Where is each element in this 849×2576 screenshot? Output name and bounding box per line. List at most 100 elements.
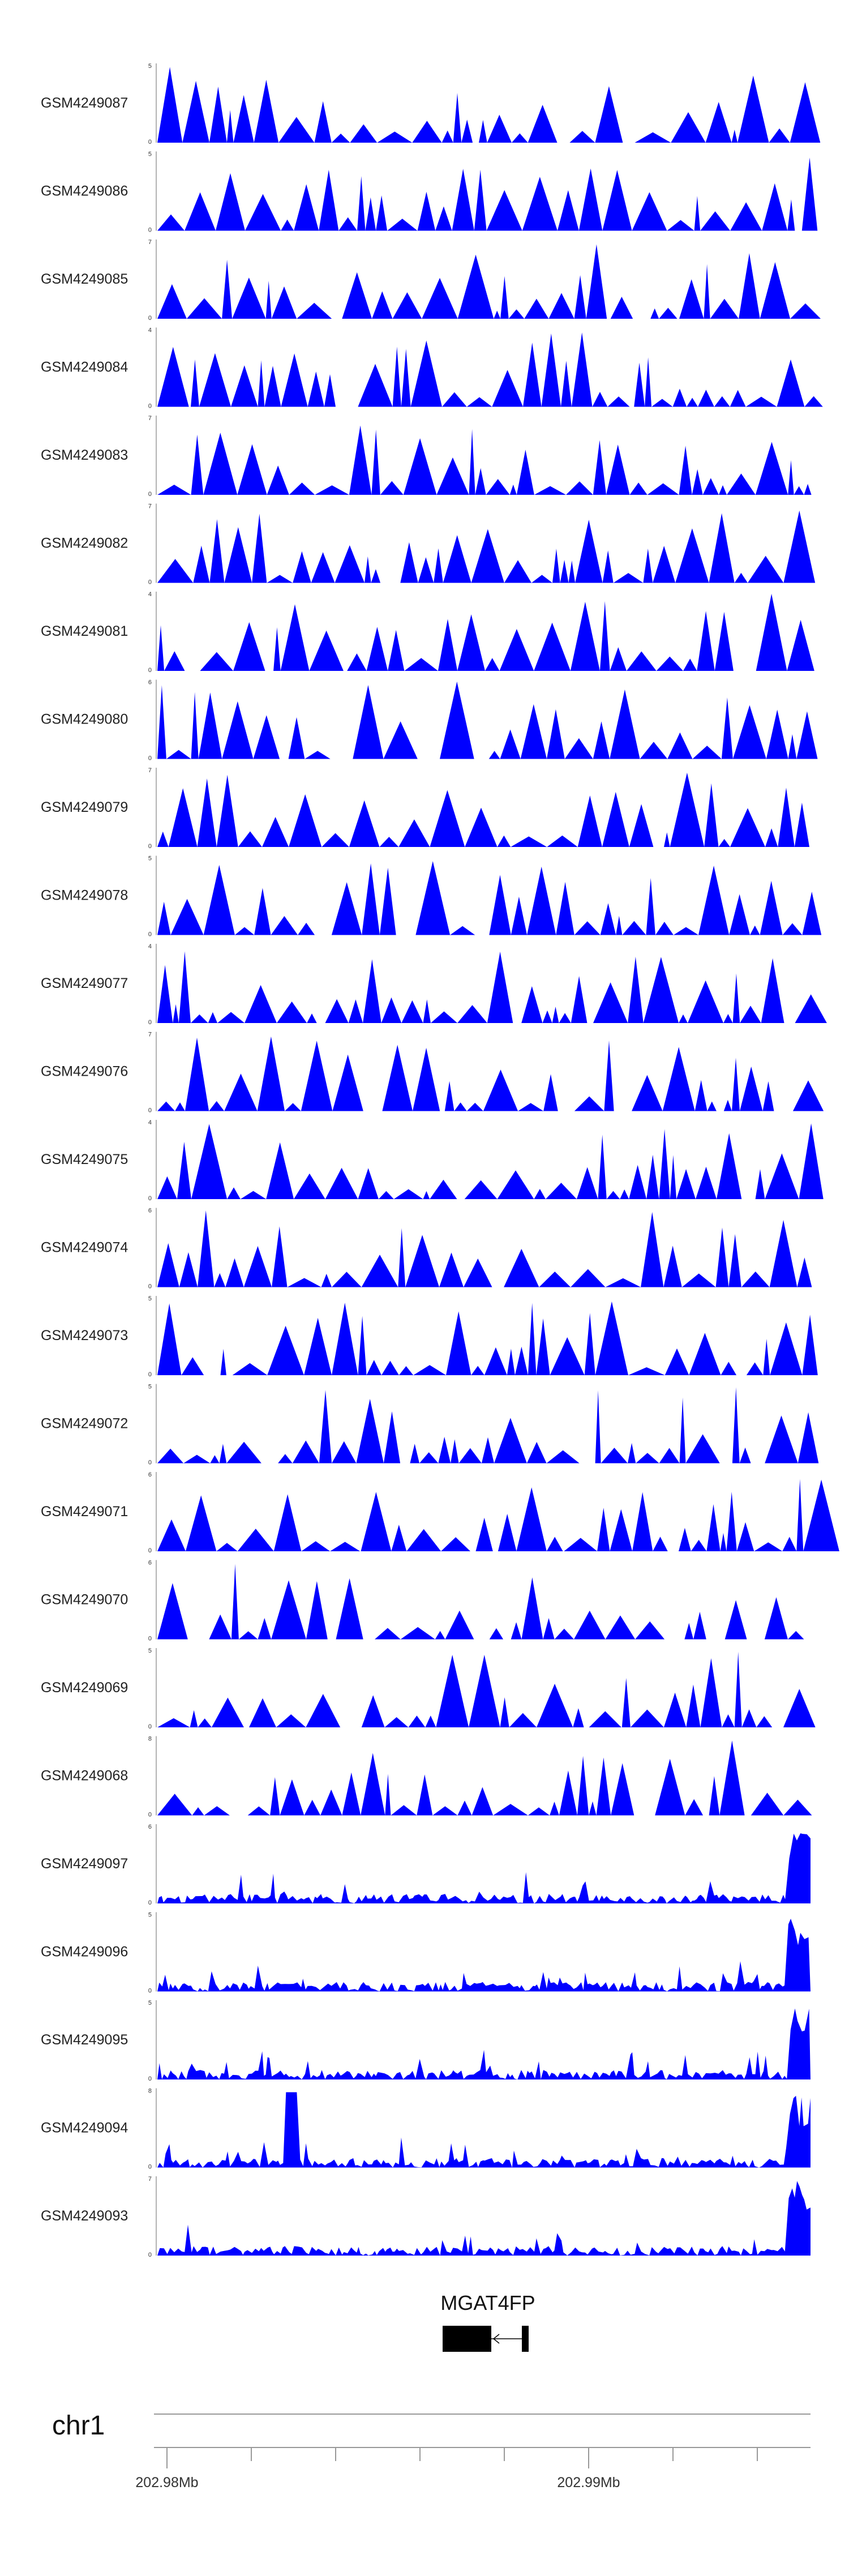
track-label: GSM4249093 [41,2208,128,2224]
track: GSM4249086 5 0 [41,151,818,234]
track-label: GSM4249076 [41,1064,128,1080]
track: GSM4249085 7 0 [41,239,821,322]
signal-area [157,1210,812,1287]
y-max-label: 5 [148,1384,152,1390]
y-min-label: 0 [148,1107,152,1114]
signal-area [157,2181,811,2256]
signal-area [157,67,821,143]
y-min-label: 0 [148,2076,152,2082]
signal-area [157,1740,812,1816]
signal-area [157,1833,811,1903]
ruler-ticks [166,2447,758,2468]
y-max-label: 5 [148,2000,152,2006]
y-min-label: 0 [148,579,152,586]
track-label: GSM4249072 [41,1416,128,1432]
y-max-label: 4 [148,943,152,950]
signal-area [157,1036,843,1111]
track: GSM4249068 8 0 [41,1736,812,1818]
y-max-label: 7 [148,767,152,774]
track-label: GSM4249070 [41,1592,128,1608]
track-label: GSM4249073 [41,1328,128,1343]
track-label: GSM4249080 [41,712,128,728]
gene-exon-large [443,2326,491,2352]
signal-area [157,510,816,583]
y-min-label: 0 [148,1547,152,1554]
track: GSM4249087 5 0 [41,63,821,146]
y-min-label: 0 [148,1371,152,1378]
track-label: GSM4249075 [41,1152,128,1167]
y-max-label: 6 [148,1471,152,1478]
track: GSM4249081 4 0 [41,591,814,674]
signal-area [157,244,821,319]
track-label: GSM4249068 [41,1768,128,1784]
signal-area [157,2008,811,2079]
track: GSM4249075 4 0 [41,1119,824,1202]
y-min-label: 0 [148,1195,152,1202]
track-label: GSM4249095 [41,2032,128,2048]
track: GSM4249074 6 0 [41,1208,812,1290]
track-label: GSM4249081 [41,623,128,639]
y-max-label: 7 [148,1032,152,1038]
y-min-label: 0 [148,403,152,410]
y-max-label: 5 [148,855,152,862]
track: GSM4249073 5 0 [41,1295,818,1378]
y-min-label: 0 [148,1812,152,1818]
y-min-label: 0 [148,1899,152,1906]
y-max-label: 4 [148,327,152,334]
track-label: GSM4249077 [41,975,128,991]
track-label: GSM4249096 [41,1944,128,1960]
track-label: GSM4249082 [41,536,128,551]
y-min-label: 0 [148,1723,152,1730]
y-max-label: 7 [148,2176,152,2183]
y-min-label: 0 [148,2164,152,2171]
track-label: GSM4249084 [41,360,128,375]
signal-area [157,681,818,759]
signal-area [157,2092,811,2168]
track: GSM4249094 8 0 [41,2088,811,2171]
signal-area [157,157,818,231]
y-min-label: 0 [148,667,152,674]
gene-track: MGAT4FP [440,2291,535,2352]
signal-area [157,1919,811,1992]
track: GSM4249097 6 0 [41,1824,811,1906]
track: GSM4249082 7 0 [41,503,816,586]
signal-area [157,951,827,1023]
track: GSM4249072 5 0 [41,1384,819,1466]
y-min-label: 0 [148,1019,152,1026]
signal-area [157,332,823,407]
track-label: GSM4249085 [41,271,128,287]
y-max-label: 6 [148,679,152,686]
y-max-label: 4 [148,1119,152,1126]
track: GSM4249083 7 0 [41,415,812,498]
track: GSM4249096 5 0 [41,1912,811,1995]
y-min-label: 0 [148,315,152,322]
track-label: GSM4249086 [41,183,128,199]
signal-area [157,772,811,847]
y-max-label: 5 [148,151,152,158]
chromosome-label: chr1 [52,2411,105,2441]
track-label: GSM4249097 [41,1856,128,1872]
signal-area [157,1301,818,1375]
y-min-label: 0 [148,139,152,146]
signal-tracks: GSM424908750GSM424908650GSM424908570GSM4… [41,63,843,2258]
track-label: GSM4249078 [41,888,128,904]
strand-arrow [492,2334,500,2344]
track-label: GSM4249074 [41,1240,128,1256]
track-label: GSM4249079 [41,799,128,815]
y-min-label: 0 [148,755,152,762]
y-max-label: 4 [148,591,152,598]
x-tick-label: 202.98Mb [135,2475,198,2491]
gene-exon-small [522,2326,529,2352]
y-max-label: 6 [148,1560,152,1567]
y-min-label: 0 [148,491,152,498]
y-max-label: 5 [148,1912,152,1919]
track: GSM4249078 5 0 [41,855,822,938]
y-min-label: 0 [148,843,152,850]
y-min-label: 0 [148,1988,152,1995]
y-max-label: 5 [148,1648,152,1654]
signal-area [157,1479,839,1551]
track-label: GSM4249094 [41,2120,128,2136]
signal-area [157,425,812,495]
y-max-label: 7 [148,503,152,510]
